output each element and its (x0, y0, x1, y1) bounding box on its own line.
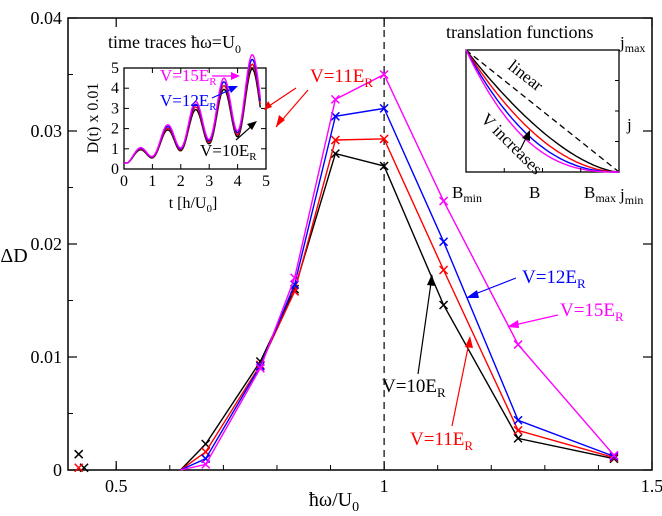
data-point (439, 237, 449, 247)
v11-bottom-label: V=11ER (410, 429, 473, 453)
data-point (290, 273, 300, 283)
inset-y-tick-label: 2 (111, 121, 119, 138)
linear-reference-line (465, 49, 620, 173)
translation-title: translation functions (446, 22, 593, 42)
data-point (379, 103, 389, 113)
inset-x-tick-label: 1 (148, 173, 156, 190)
time-traces-title: time traces ħω=U0 (108, 32, 241, 56)
time-trace-line (124, 54, 261, 164)
data-point (513, 425, 523, 435)
main-chart: 0.5 1 1.5 0 0.01 0.02 0.03 0.04 ΔD ħω/U0 (0, 8, 662, 515)
data-point (330, 135, 340, 145)
inset-v10-label: V=10ER (200, 141, 257, 163)
y-tick-label: 0.04 (31, 8, 63, 28)
data-point (513, 415, 523, 425)
time-traces-series (124, 54, 261, 164)
data-point (609, 450, 619, 460)
translation-curve (465, 49, 619, 173)
time-traces-y-label: D(t) x 0.01 (85, 83, 102, 154)
main-series-group (74, 69, 619, 473)
y-tick-label: 0.03 (31, 121, 63, 141)
inset-y-tick-label: 1 (111, 141, 119, 158)
data-point (255, 363, 265, 373)
inset-x-tick-label: 4 (234, 173, 242, 190)
data-point (330, 94, 340, 104)
main-annotations: V=11ER V=12ER V=15ER V=10ER V=11ER (275, 66, 624, 453)
main-y-axis-label: ΔD (0, 245, 27, 267)
data-point (290, 280, 300, 290)
inset-v15-arrowhead (231, 72, 240, 80)
data-point (513, 433, 523, 443)
y-tick-label: 0.01 (31, 347, 63, 367)
y-tick-label: 0 (53, 460, 62, 480)
translation-curve (465, 49, 619, 173)
translation-curves (465, 49, 620, 173)
j-axis-label: j (626, 115, 632, 134)
x-tick-label: 0.5 (105, 476, 128, 496)
series-line (180, 138, 615, 471)
v-increases-arrowhead (522, 130, 530, 141)
data-point (439, 196, 449, 206)
inset-x-tick-label: 2 (177, 173, 185, 190)
inset-y-tick-label: 0 (111, 161, 119, 178)
time-traces-x-label: t [h/U0] (169, 195, 218, 215)
data-point (201, 459, 211, 469)
jmax-label: jmax (619, 33, 645, 55)
inset-x-tick-label: 5 (262, 173, 270, 190)
inset-v12-arrowhead (228, 86, 238, 93)
main-x-axis-label: ħω/U0 (309, 489, 359, 515)
data-point (290, 286, 300, 296)
v10-arrowhead (427, 274, 435, 286)
inset-v12-label: V=12ER (160, 91, 217, 113)
translation-curve (465, 49, 620, 173)
inset-y-tick-label: 4 (111, 80, 119, 97)
data-point (74, 463, 84, 473)
v11-bottom-arrowhead (465, 336, 473, 348)
translation-functions-inset: translation functions jmax j jmin Bmin B… (446, 22, 645, 207)
data-point (379, 69, 389, 80)
x-tick-label: 1 (380, 476, 389, 496)
inset-x-tick-label: 0 (120, 173, 128, 190)
inset-v10-arrowhead (247, 121, 257, 130)
x-tick-label: 1.5 (641, 476, 662, 496)
v11-bottom-arrow (451, 337, 471, 427)
bmin-label: Bmin (452, 183, 482, 205)
bmax-label: Bmax (584, 183, 616, 205)
data-point (439, 265, 449, 275)
series-line (180, 152, 615, 471)
jmin-label: jmin (619, 185, 643, 207)
inset-y-tick-label: 5 (111, 60, 119, 77)
v11-top-arrowhead (276, 115, 285, 127)
data-point (513, 340, 523, 350)
v15-arrowhead (507, 320, 519, 328)
data-point (255, 361, 265, 371)
inset-x-tick-label: 3 (205, 173, 213, 190)
v11-top-label: V=11ER (310, 66, 373, 90)
inset-y-tick-label: 3 (111, 100, 119, 117)
data-point (379, 134, 389, 144)
inset-v11-arrow (265, 87, 297, 109)
main-axes: 0.5 1 1.5 0 0.01 0.02 0.03 0.04 (31, 8, 662, 496)
y-tick-label: 0.02 (31, 234, 63, 254)
inset-v15-label: V=15ER (160, 66, 217, 88)
v12-arrowhead (466, 290, 479, 298)
v10-label: V=10ER (382, 376, 446, 400)
v10-arrow (417, 275, 433, 375)
b-axis-label: B (529, 183, 540, 202)
data-point (609, 451, 619, 461)
inset-v11-arrowhead (264, 101, 272, 110)
v12-label: V=12ER (522, 267, 586, 291)
data-point (379, 161, 389, 171)
translation-curve (465, 49, 619, 173)
data-point (74, 449, 84, 459)
v15-label: V=15ER (560, 300, 624, 324)
data-point (439, 300, 449, 310)
